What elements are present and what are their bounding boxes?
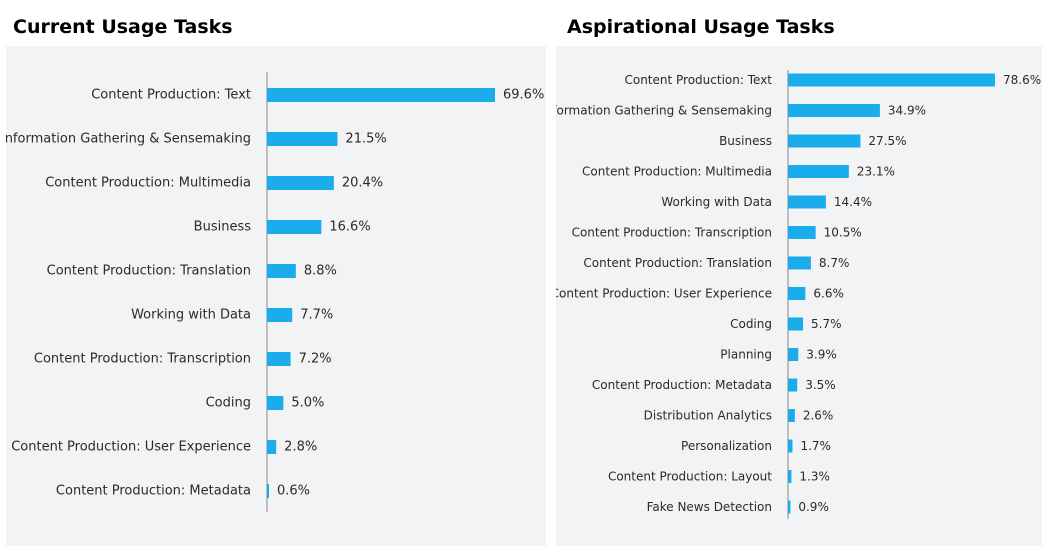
- bar: [267, 264, 296, 278]
- bar: [788, 73, 995, 87]
- category-label: Content Production: Layout: [608, 470, 772, 484]
- category-label: Coding: [206, 396, 251, 411]
- bar: [788, 287, 806, 300]
- value-label: 5.7%: [811, 317, 842, 331]
- category-label: Content Production: User Experience: [11, 440, 251, 455]
- category-label: Planning: [720, 348, 772, 362]
- value-label: 1.7%: [800, 439, 831, 453]
- value-label: 3.5%: [805, 378, 836, 392]
- category-label: Information Gathering & Sensemaking: [556, 104, 772, 118]
- aspirational-usage-bar-chart: Content Production: Text 78.6% Information…: [556, 70, 1041, 519]
- value-label: 69.6%: [503, 88, 544, 103]
- value-label: 2.8%: [284, 440, 317, 455]
- aspirational-usage-title: Aspirational Usage Tasks: [567, 16, 835, 38]
- bar: [788, 409, 795, 422]
- bar: [267, 220, 322, 234]
- bar: [788, 317, 804, 331]
- category-label: Business: [194, 220, 252, 235]
- category-label: Content Production: Metadata: [592, 378, 772, 392]
- bar: [788, 439, 793, 453]
- value-label: 34.9%: [888, 104, 926, 118]
- value-label: 7.7%: [300, 308, 333, 323]
- category-label: Content Production: Metadata: [56, 484, 251, 499]
- category-label: Working with Data: [131, 308, 251, 323]
- bar: [267, 440, 277, 454]
- value-label: 7.2%: [299, 352, 332, 367]
- value-label: 23.1%: [857, 165, 895, 179]
- bar: [267, 352, 291, 366]
- category-label: Fake News Detection: [647, 500, 772, 514]
- value-label: 10.5%: [824, 226, 862, 240]
- bar: [788, 378, 798, 392]
- value-label: 0.6%: [277, 484, 310, 499]
- bar: [788, 500, 791, 514]
- value-label: 8.8%: [304, 264, 337, 279]
- bar: [267, 484, 269, 498]
- bar: [267, 132, 338, 146]
- value-label: 3.9%: [806, 348, 837, 362]
- category-label: Content Production: Translation: [47, 264, 251, 279]
- category-label: Business: [719, 134, 772, 148]
- value-label: 2.6%: [803, 409, 834, 423]
- bar: [788, 470, 792, 483]
- category-label: Content Production: Text: [91, 88, 251, 103]
- bar: [267, 176, 334, 190]
- category-label: Content Production: Text: [624, 73, 772, 87]
- bar: [788, 195, 826, 209]
- bar: [267, 308, 293, 322]
- category-label: Content Production: Multimedia: [582, 165, 772, 179]
- value-label: 16.6%: [329, 220, 370, 235]
- category-label: Information Gathering & Sensemaking: [6, 132, 251, 147]
- value-label: 1.3%: [799, 470, 830, 484]
- value-label: 78.6%: [1003, 73, 1041, 87]
- category-label: Content Production: Multimedia: [45, 176, 251, 191]
- value-label: 27.5%: [868, 134, 906, 148]
- category-label: Content Production: User Experience: [556, 287, 772, 301]
- bar: [788, 256, 811, 270]
- value-label: 8.7%: [819, 256, 850, 270]
- bar: [788, 134, 861, 148]
- current-usage-title: Current Usage Tasks: [13, 16, 233, 38]
- value-label: 20.4%: [342, 176, 383, 191]
- value-label: 14.4%: [834, 195, 872, 209]
- bar: [267, 88, 495, 102]
- value-label: 0.9%: [798, 500, 829, 514]
- category-label: Content Production: Translation: [583, 256, 772, 270]
- aspirational-usage-chart-panel: Content Production: Text 78.6% Information…: [556, 46, 1042, 546]
- value-label: 6.6%: [813, 287, 844, 301]
- category-label: Distribution Analytics: [644, 409, 772, 423]
- bar: [788, 165, 849, 178]
- category-label: Content Production: Transcription: [572, 226, 772, 240]
- value-label: 21.5%: [345, 132, 386, 147]
- category-label: Coding: [730, 317, 772, 331]
- category-label: Working with Data: [661, 195, 772, 209]
- bar: [267, 396, 284, 410]
- bar: [788, 348, 799, 361]
- category-label: Content Production: Transcription: [34, 352, 251, 367]
- value-label: 5.0%: [291, 396, 324, 411]
- current-usage-chart-panel: Content Production: Text 69.6% Information…: [6, 46, 546, 546]
- current-usage-bar-chart: Content Production: Text 69.6% Information…: [6, 72, 544, 512]
- category-label: Personalization: [681, 439, 772, 453]
- bar: [788, 226, 816, 239]
- bar: [788, 104, 880, 117]
